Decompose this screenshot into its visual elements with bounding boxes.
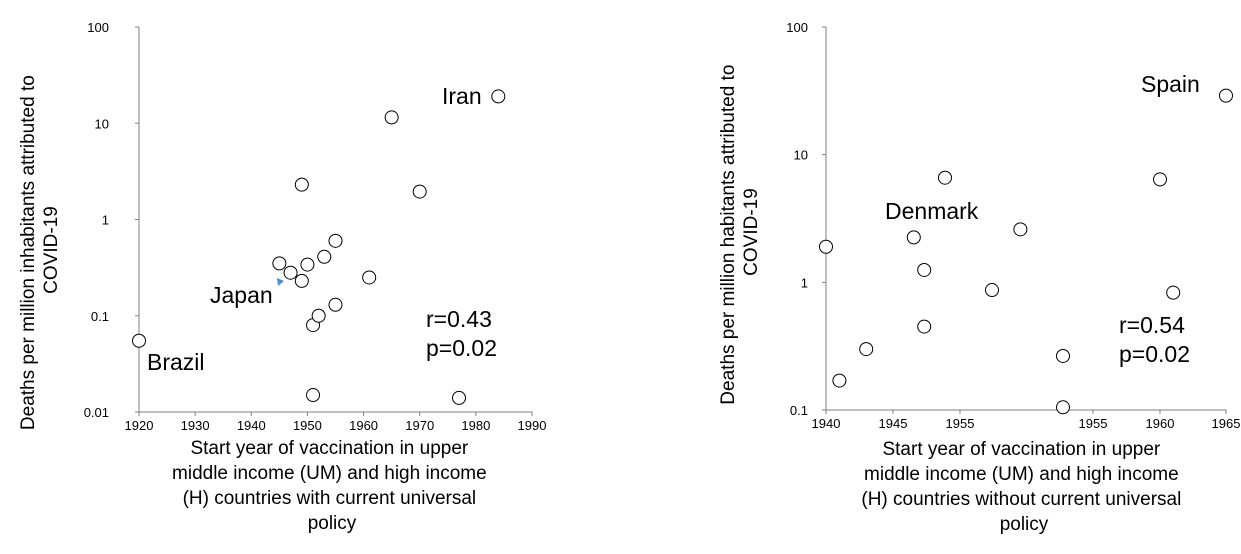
- y-tick-label: 10: [794, 148, 808, 163]
- data-point: [412, 184, 427, 199]
- chart-1-x-axis-label: Start year of vaccination in upper middl…: [172, 438, 492, 534]
- x-tick-label: 1955: [1079, 416, 1108, 431]
- chart-2-p-value: p=0.02: [1119, 341, 1190, 367]
- x-tick-label: 1970: [405, 418, 434, 433]
- data-point: [328, 297, 343, 312]
- data-point: [294, 177, 309, 192]
- x-tick-label: 1940: [812, 416, 841, 431]
- data-point: [1013, 222, 1028, 237]
- chart-2: 1940 1945 1955 1955 1960 1965 0.1 1 10 100 Death…: [718, 20, 1240, 535]
- data-point: [1166, 285, 1181, 300]
- chart-2-r-value: r=0.54: [1119, 312, 1185, 338]
- data-point: [294, 273, 309, 288]
- data-point: [917, 262, 932, 277]
- y-tick-label: 0.1: [790, 403, 808, 418]
- data-point: [859, 342, 874, 357]
- data-point: [272, 256, 287, 271]
- y-tick-label: 1: [801, 275, 808, 290]
- chart-2-y-axis-label: Deaths per million habitants attributed …: [718, 59, 762, 404]
- data-point: [384, 110, 399, 125]
- chart-1-points: [132, 89, 506, 405]
- annotation-spain: Spain: [1141, 71, 1200, 97]
- data-point: [819, 239, 833, 254]
- chart-2-points: [819, 88, 1233, 415]
- data-point: [906, 230, 921, 245]
- chart-1-y-axis-label: Deaths per million inhabitants attribute…: [18, 70, 62, 430]
- x-tick-label: 1980: [461, 418, 490, 433]
- annotation-iran: Iran: [442, 83, 482, 109]
- data-point: [362, 270, 377, 285]
- annotation-brazil: Brazil: [147, 349, 205, 375]
- x-tick-label: 1930: [181, 418, 210, 433]
- chart-1: 1920 1930 1940 1950 1960 1970 1980 1990 0.01 0.1…: [18, 20, 546, 534]
- data-point: [283, 265, 298, 280]
- x-tick-label: 1920: [125, 418, 154, 433]
- data-point: [132, 333, 146, 348]
- chart-2-x-axis-label: Start year of vaccination in upper middl…: [861, 439, 1186, 535]
- chart-1-y-ticks: 0.01 0.1 1 10 100: [84, 20, 139, 420]
- annotation-denmark: Denmark: [885, 198, 979, 224]
- data-point: [311, 308, 326, 323]
- data-point: [306, 388, 321, 403]
- x-tick-label: 1990: [518, 418, 547, 433]
- y-tick-label: 10: [95, 116, 109, 131]
- x-tick-label: 1950: [293, 418, 322, 433]
- data-point: [300, 257, 315, 272]
- data-point: [491, 89, 506, 104]
- chart-1-p-value: p=0.02: [426, 335, 497, 361]
- data-point: [1219, 88, 1233, 103]
- y-tick-label: 0.01: [84, 405, 109, 420]
- y-tick-label: 100: [786, 20, 808, 35]
- annotation-japan: Japan: [210, 282, 273, 308]
- chart-2-y-ticks: 0.1 1 10 100: [786, 20, 826, 418]
- y-tick-label: 0.1: [91, 309, 109, 324]
- x-tick-label: 1945: [879, 416, 908, 431]
- data-point: [1056, 400, 1070, 415]
- data-point: [452, 390, 467, 405]
- data-point: [832, 373, 847, 388]
- data-point: [917, 319, 932, 334]
- data-point: [1153, 172, 1167, 187]
- data-point: [938, 170, 952, 185]
- x-tick-label: 1960: [1146, 416, 1175, 431]
- data-point: [328, 233, 343, 248]
- x-tick-label: 1955: [946, 416, 975, 431]
- x-tick-label: 1965: [1212, 416, 1241, 431]
- chart-1-x-ticks: 1920 1930 1940 1950 1960 1970 1980 1990: [125, 412, 547, 433]
- data-point: [1056, 348, 1070, 363]
- chart-1-r-value: r=0.43: [426, 306, 492, 332]
- chart-2-x-ticks: 1940 1945 1955 1955 1960 1965: [812, 410, 1241, 431]
- y-tick-label: 1: [102, 213, 109, 228]
- data-point: [985, 283, 999, 298]
- x-tick-label: 1940: [237, 418, 266, 433]
- y-tick-label: 100: [87, 20, 109, 35]
- data-point: [317, 249, 332, 264]
- japan-arrow-icon: [277, 278, 284, 286]
- x-tick-label: 1960: [349, 418, 378, 433]
